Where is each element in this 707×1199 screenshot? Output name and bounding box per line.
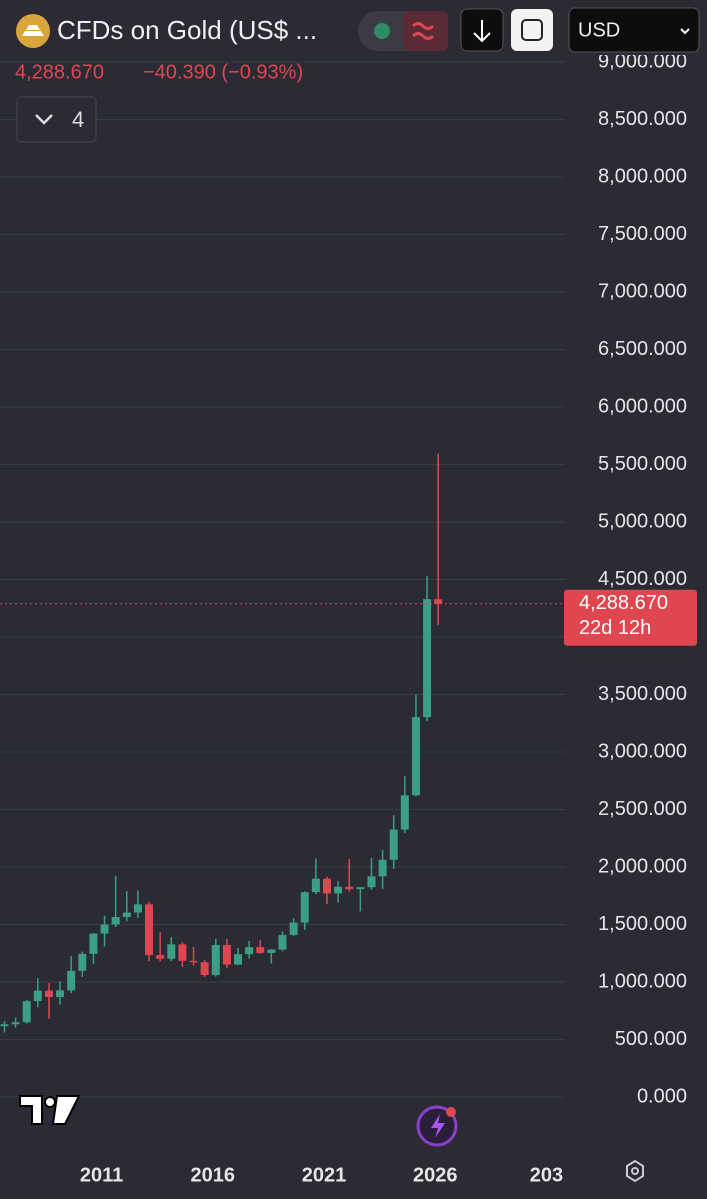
price-change: −40.390 (−0.93%) bbox=[143, 61, 303, 83]
y-tick-label: 8,000.000 bbox=[598, 165, 687, 187]
candle-body bbox=[178, 944, 187, 961]
candle-body bbox=[0, 1024, 9, 1027]
price-overlay: 4,288.670 22d 12h bbox=[0, 589, 697, 646]
candle-body bbox=[122, 912, 131, 918]
candle-body bbox=[56, 990, 65, 998]
y-tick-label: 3,000.000 bbox=[598, 740, 687, 762]
y-tick-label: 6,000.000 bbox=[598, 395, 687, 417]
candle-body bbox=[411, 717, 420, 796]
x-tick-label: 2021 bbox=[302, 1164, 347, 1186]
candle-body bbox=[400, 795, 409, 830]
symbol-title[interactable]: CFDs on Gold (US$ ... bbox=[57, 15, 317, 45]
delay-icon bbox=[411, 22, 435, 40]
candle-body bbox=[200, 962, 209, 975]
lightning-icon bbox=[431, 1114, 445, 1138]
fullscreen-icon bbox=[521, 19, 543, 41]
y-axis: 0.000 500.000 1,000.000 1,500.000 2,000.000 2… bbox=[598, 50, 687, 1107]
candle-body bbox=[356, 887, 365, 890]
notification-dot bbox=[446, 1107, 456, 1117]
x-tick-label: 2011 bbox=[80, 1164, 123, 1186]
candle-body bbox=[267, 949, 276, 953]
candle-body bbox=[22, 1001, 31, 1023]
candle-body bbox=[44, 990, 53, 998]
candle-body bbox=[245, 947, 254, 955]
tv-logo bbox=[19, 1095, 81, 1125]
gold-bars bbox=[22, 25, 44, 36]
candle-body bbox=[234, 954, 243, 965]
candle-body bbox=[311, 878, 320, 893]
candle-body bbox=[133, 904, 142, 913]
price-tag-value: 4,288.670 bbox=[579, 592, 668, 614]
y-tick-label: 9,000.000 bbox=[598, 50, 687, 72]
candle-body bbox=[156, 955, 165, 959]
candle-body bbox=[322, 878, 331, 894]
grid bbox=[0, 61, 565, 1098]
y-tick-label: 5,500.000 bbox=[598, 453, 687, 475]
candle-body bbox=[389, 829, 398, 860]
candle-body bbox=[111, 917, 120, 925]
y-tick-label: 4,500.000 bbox=[598, 568, 687, 590]
y-tick-label: 1,000.000 bbox=[598, 970, 687, 992]
delay-icon-bg bbox=[403, 11, 448, 51]
price-tag-countdown: 22d 12h bbox=[579, 617, 651, 639]
y-tick-label: 3,500.000 bbox=[598, 683, 687, 705]
indicators-toggle[interactable] bbox=[16, 96, 97, 143]
y-tick-label: 5,000.000 bbox=[598, 510, 687, 532]
x-tick-label: 2016 bbox=[191, 1164, 236, 1186]
candle-body bbox=[423, 599, 432, 718]
download-icon bbox=[473, 20, 491, 43]
y-tick-label: 7,000.000 bbox=[598, 280, 687, 302]
candle-body bbox=[211, 944, 220, 975]
candle-body bbox=[100, 924, 109, 934]
candle-body bbox=[378, 859, 387, 877]
y-tick-label: 500.000 bbox=[615, 1028, 687, 1050]
x-tick-label: 203 bbox=[530, 1164, 563, 1186]
candle-body bbox=[334, 886, 343, 894]
candle-body bbox=[222, 944, 231, 965]
candle-body bbox=[300, 892, 309, 923]
settings-button[interactable] bbox=[626, 1159, 644, 1183]
last-price: 4,288.670 bbox=[15, 61, 104, 83]
price-tag bbox=[564, 589, 697, 646]
candle-body bbox=[367, 876, 376, 888]
candle-body bbox=[278, 934, 287, 950]
y-tick-label: 8,500.000 bbox=[598, 108, 687, 130]
y-tick-label: 2,000.000 bbox=[598, 855, 687, 877]
candles bbox=[0, 453, 443, 1033]
candle-body bbox=[33, 990, 42, 1002]
candle-body bbox=[289, 922, 298, 935]
candle-body bbox=[167, 944, 176, 959]
x-axis: 2011 2016 2021 2026 203 bbox=[80, 1164, 563, 1186]
candle-body bbox=[345, 886, 354, 890]
y-tick-label: 0.000 bbox=[637, 1085, 687, 1107]
settings-icon bbox=[631, 1167, 639, 1175]
candle-body bbox=[145, 904, 154, 956]
fullscreen-button[interactable] bbox=[511, 9, 553, 51]
chevron bbox=[680, 28, 690, 35]
candle-body bbox=[89, 933, 98, 954]
chevron-down bbox=[35, 114, 53, 125]
currency-select[interactable] bbox=[568, 7, 700, 53]
y-tick-label: 2,500.000 bbox=[598, 798, 687, 820]
candle-body bbox=[256, 947, 265, 953]
candle-body bbox=[67, 970, 76, 991]
candle-body bbox=[189, 960, 198, 963]
y-tick-label: 6,500.000 bbox=[598, 338, 687, 360]
candle-body bbox=[11, 1022, 20, 1025]
candle-body bbox=[78, 953, 87, 971]
market-open-dot bbox=[374, 23, 390, 39]
candle-body bbox=[434, 599, 443, 604]
indicator-count: 4 bbox=[72, 107, 84, 132]
y-tick-label: 7,500.000 bbox=[598, 223, 687, 245]
x-tick-label: 2026 bbox=[413, 1164, 458, 1186]
currency: USD bbox=[578, 19, 620, 41]
y-tick-label: 1,500.000 bbox=[598, 913, 687, 935]
